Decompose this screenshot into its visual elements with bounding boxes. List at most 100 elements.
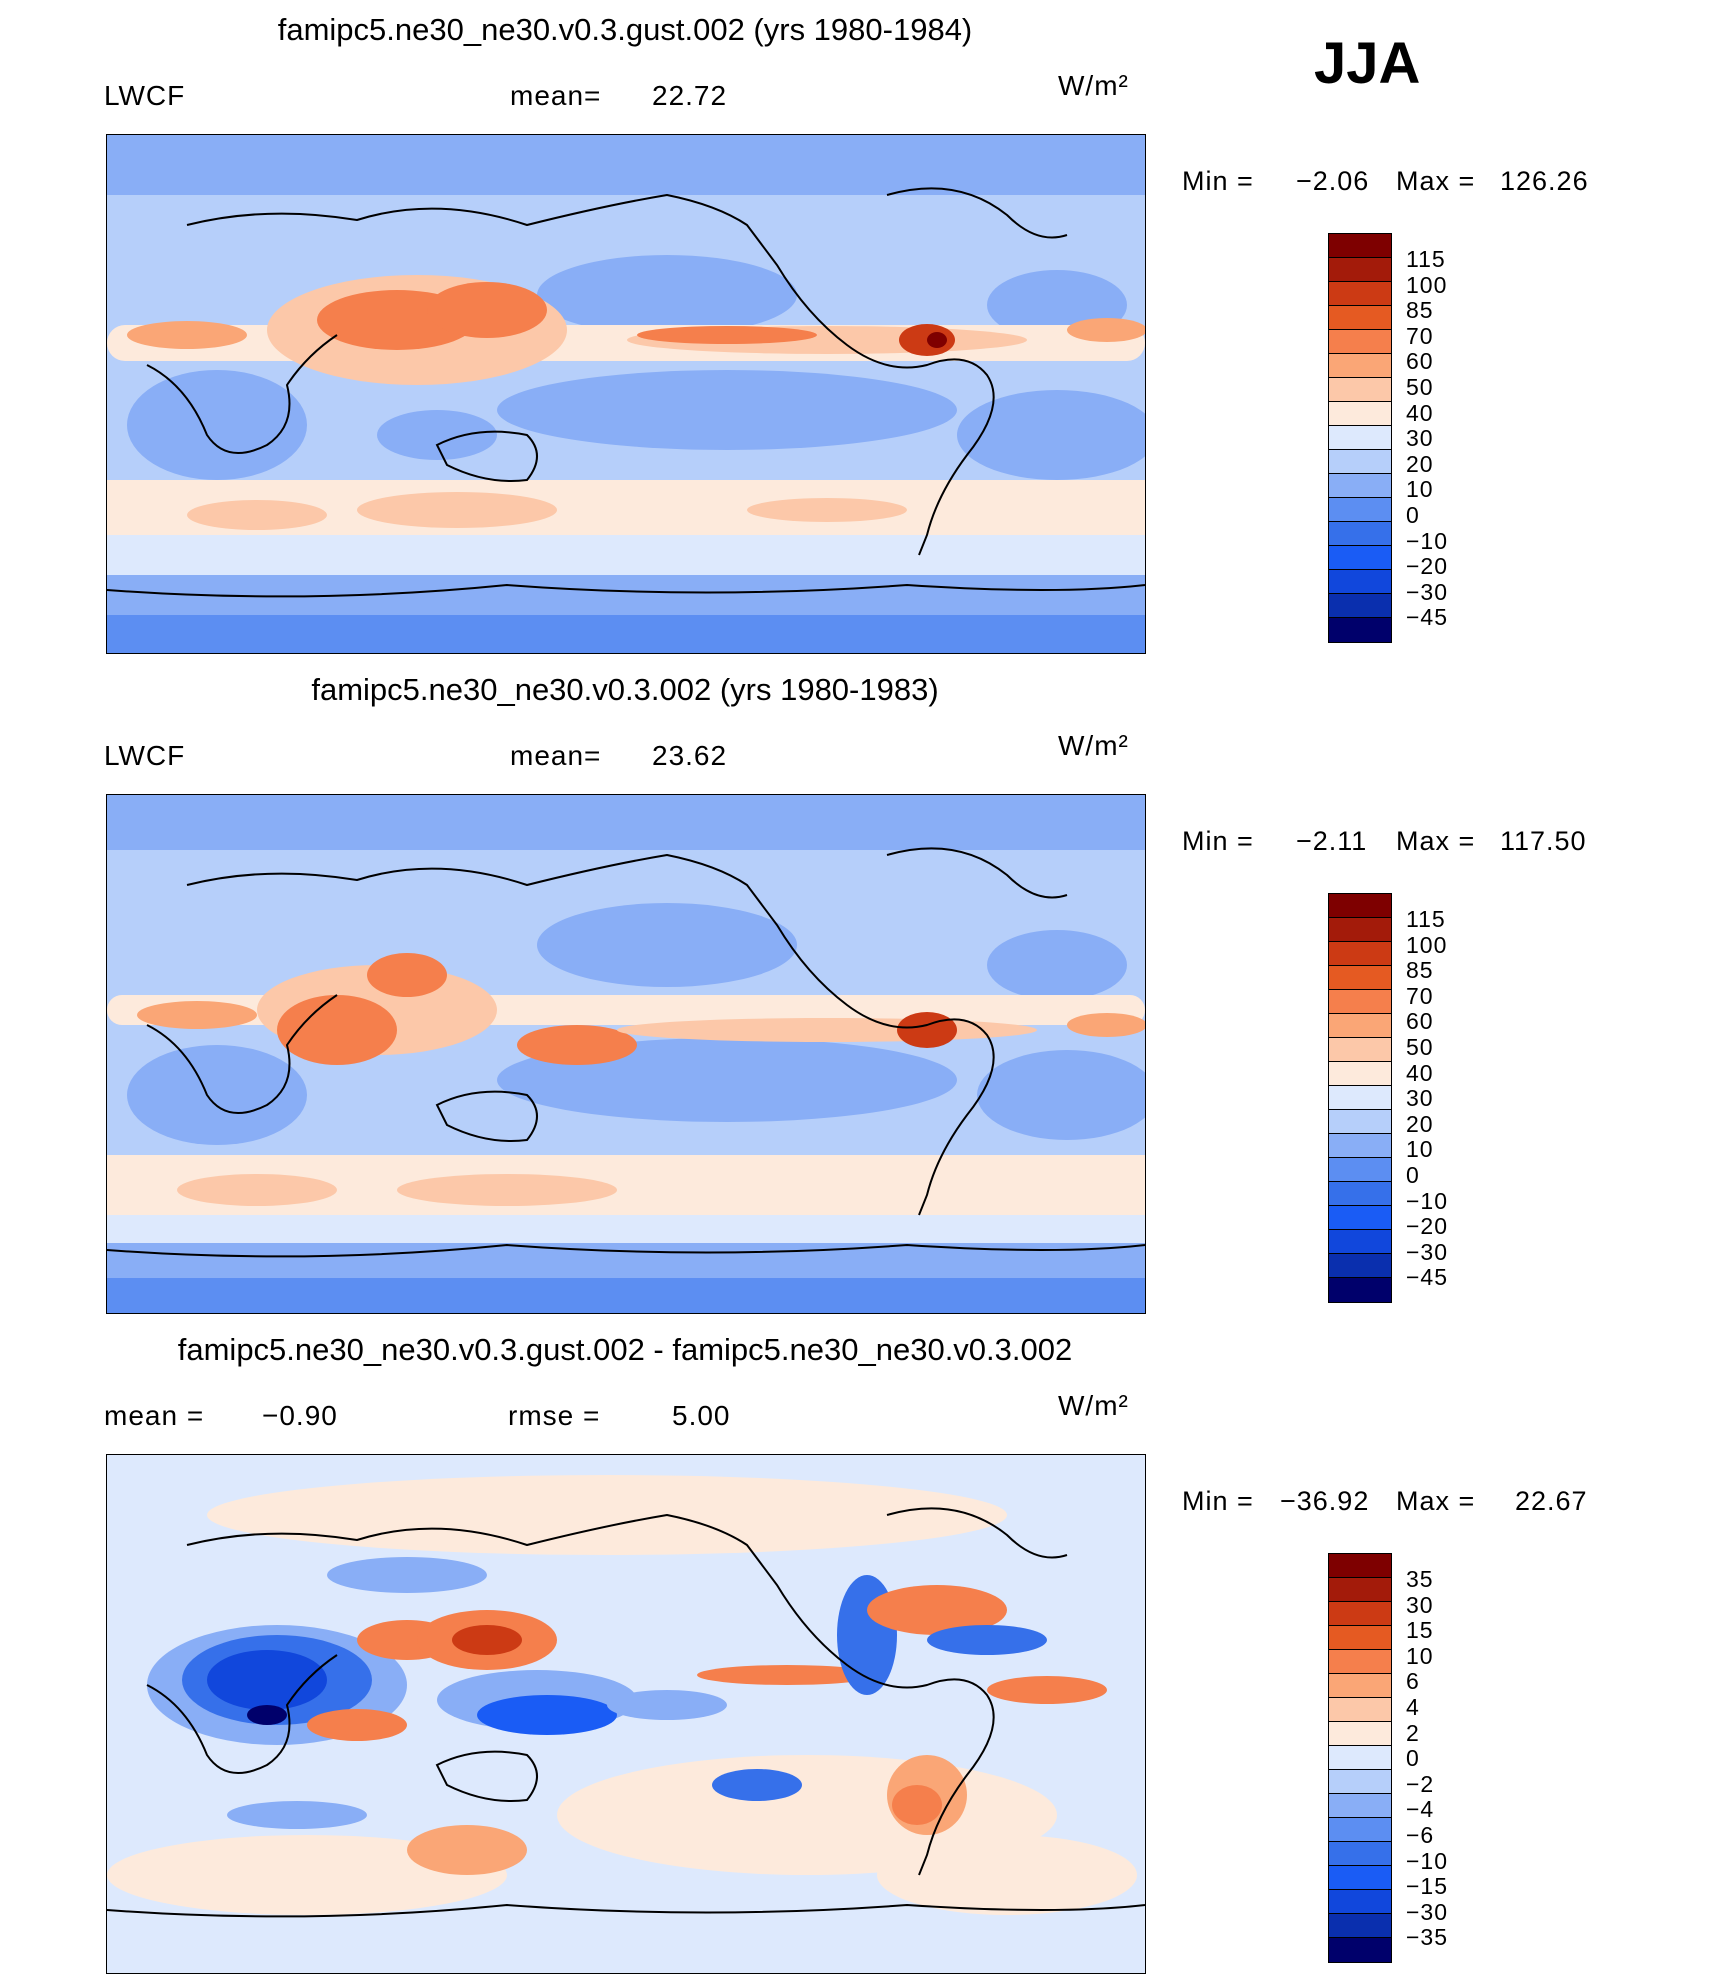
colorbar-swatch: [1329, 1086, 1391, 1110]
colorbar-swatch: [1329, 522, 1391, 546]
panel2-colorbar: [1328, 893, 1392, 1303]
colorbar-swatch: [1329, 378, 1391, 402]
panel3-colorbar-labels: 35 30 15 10 6 4 2 0 −2 −4 −6 −10 −15 −30…: [1406, 1566, 1449, 1951]
colorbar-swatch: [1329, 1182, 1391, 1206]
panel3-level-label: 6: [1406, 1668, 1420, 1695]
colorbar-swatch: [1329, 306, 1391, 330]
panel1-level-label: 10: [1406, 476, 1434, 503]
panel1-level-label: 0: [1406, 501, 1420, 528]
panel1-max-label: Max =: [1396, 166, 1476, 196]
panel2-level-label: 115: [1406, 906, 1446, 932]
panel3-level-label: 30: [1406, 1591, 1434, 1618]
panel3-mean-label: mean =: [104, 1400, 205, 1431]
panel2-title: famipc5.ne30_ne30.v0.3.002 (yrs 1980-198…: [311, 672, 939, 707]
panel3-mean-value: −0.90: [262, 1400, 338, 1431]
colorbar-swatch: [1329, 1770, 1391, 1794]
colorbar-swatch: [1329, 990, 1391, 1014]
panel2-colorbar-labels: 115 100 85 70 60 50 40 30 20 10 0 −10 −2…: [1406, 906, 1449, 1291]
colorbar-swatch: [1329, 1746, 1391, 1770]
panel2-level-label: 30: [1406, 1085, 1434, 1112]
panel3-min-value: −36.92: [1280, 1486, 1370, 1516]
panel1-level-label: 30: [1406, 425, 1434, 452]
panel1-level-label: 40: [1406, 399, 1434, 426]
panel2-min-label: Min =: [1182, 826, 1254, 856]
colorbar-swatch: [1329, 1602, 1391, 1626]
colorbar-swatch: [1329, 942, 1391, 966]
panel3-level-label: −30: [1406, 1898, 1449, 1925]
colorbar-swatch: [1329, 1578, 1391, 1602]
panel1-variable: LWCF: [104, 80, 186, 111]
panel3-level-label: 4: [1406, 1693, 1420, 1720]
colorbar-swatch: [1329, 1914, 1391, 1938]
colorbar-swatch: [1329, 354, 1391, 378]
panel2-level-label: 50: [1406, 1033, 1434, 1060]
panel2-mean-value: 23.62: [652, 740, 728, 771]
panel3-level-label: 0: [1406, 1745, 1420, 1772]
colorbar-swatch: [1329, 426, 1391, 450]
colorbar-swatch: [1329, 1206, 1391, 1230]
panel3-max-label: Max =: [1396, 1486, 1476, 1516]
colorbar-swatch: [1329, 1722, 1391, 1746]
colorbar-swatch: [1329, 918, 1391, 942]
colorbar-swatch: [1329, 1230, 1391, 1254]
panel3-level-label: −10: [1406, 1847, 1449, 1874]
panel3-units: W/m²: [1058, 1390, 1129, 1421]
colorbar-swatch: [1329, 402, 1391, 426]
colorbar-swatch: [1329, 1554, 1391, 1578]
colorbar-swatch: [1329, 546, 1391, 570]
panel3-colorbar: [1328, 1553, 1392, 1963]
panel3-rmse-value: 5.00: [672, 1400, 731, 1431]
colorbar-swatch: [1329, 570, 1391, 594]
colorbar-swatch: [1329, 1278, 1391, 1302]
panel2-max-value: 117.50: [1500, 826, 1587, 856]
panel1-colorbar: [1328, 233, 1392, 643]
panel2-level-label: 10: [1406, 1136, 1434, 1163]
colorbar-swatch: [1329, 234, 1391, 258]
panel2-level-label: −10: [1406, 1187, 1449, 1214]
panel3-level-label: 15: [1406, 1617, 1434, 1644]
colorbar-swatch: [1329, 1650, 1391, 1674]
colorbar-swatch: [1329, 474, 1391, 498]
panel2-level-label: 100: [1406, 931, 1448, 958]
colorbar-swatch: [1329, 966, 1391, 990]
colorbar-swatch: [1329, 258, 1391, 282]
colorbar-swatch: [1329, 1938, 1391, 1962]
panel3-level-label: −6: [1406, 1821, 1435, 1848]
panel2-level-label: −45: [1406, 1264, 1449, 1291]
panel1-colorbar-labels: 115 100 85 70 60 50 40 30 20 10 0 −10 −2…: [1406, 246, 1449, 631]
panel1-map: [106, 134, 1146, 654]
colorbar-swatch: [1329, 1062, 1391, 1086]
panel3-level-label: −15: [1406, 1873, 1449, 1900]
colorbar-swatch: [1329, 1866, 1391, 1890]
colorbar-swatch: [1329, 1794, 1391, 1818]
panel2-max-label: Max =: [1396, 826, 1476, 856]
season-label: JJA: [1314, 31, 1421, 96]
colorbar-swatch: [1329, 1158, 1391, 1182]
colorbar-swatch: [1329, 1626, 1391, 1650]
panel2-level-label: 60: [1406, 1008, 1434, 1035]
panel2-level-label: 0: [1406, 1161, 1420, 1188]
panel1-mean-label: mean=: [510, 80, 602, 111]
panel2-level-label: 20: [1406, 1110, 1434, 1137]
panel2-units: W/m²: [1058, 730, 1129, 761]
panel2-level-label: 40: [1406, 1059, 1434, 1086]
panel3-level-label: −35: [1406, 1924, 1449, 1951]
panel1-min-label: Min =: [1182, 166, 1254, 196]
panel3-level-label: 35: [1406, 1566, 1434, 1592]
panel1-level-label: −10: [1406, 527, 1449, 554]
colorbar-swatch: [1329, 1842, 1391, 1866]
panel2-level-label: −30: [1406, 1238, 1449, 1265]
colorbar-swatch: [1329, 894, 1391, 918]
colorbar-swatch: [1329, 1890, 1391, 1914]
panel2-mean-label: mean=: [510, 740, 602, 771]
panel1-max-value: 126.26: [1500, 166, 1589, 196]
panel1-level-label: 70: [1406, 322, 1434, 349]
panel1-level-label: 85: [1406, 297, 1434, 324]
colorbar-swatch: [1329, 1698, 1391, 1722]
panel2-level-label: 70: [1406, 982, 1434, 1009]
panel3-level-label: 2: [1406, 1719, 1420, 1746]
panel2-variable: LWCF: [104, 740, 186, 771]
colorbar-swatch: [1329, 1110, 1391, 1134]
colorbar-swatch: [1329, 618, 1391, 642]
colorbar-swatch: [1329, 1134, 1391, 1158]
